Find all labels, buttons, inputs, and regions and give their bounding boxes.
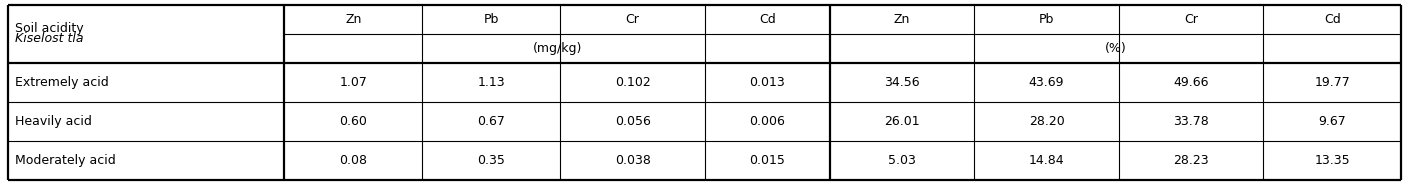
- Text: 0.038: 0.038: [615, 154, 650, 167]
- Text: 0.006: 0.006: [750, 115, 785, 128]
- Text: 0.102: 0.102: [615, 76, 650, 89]
- Text: Zn: Zn: [345, 13, 362, 26]
- Text: 28.23: 28.23: [1173, 154, 1209, 167]
- Text: Cd: Cd: [1324, 13, 1341, 26]
- Text: Moderately acid: Moderately acid: [15, 154, 117, 167]
- Text: 0.35: 0.35: [477, 154, 505, 167]
- Text: Kiselost tla: Kiselost tla: [15, 32, 84, 45]
- Text: 34.56: 34.56: [884, 76, 920, 89]
- Text: (%): (%): [1104, 42, 1127, 55]
- Text: Cd: Cd: [758, 13, 775, 26]
- Text: 0.056: 0.056: [615, 115, 650, 128]
- Text: Pb: Pb: [484, 13, 499, 26]
- Text: 0.67: 0.67: [477, 115, 505, 128]
- Text: 1.13: 1.13: [477, 76, 505, 89]
- Text: Cr: Cr: [626, 13, 640, 26]
- Text: 5.03: 5.03: [888, 154, 916, 167]
- Text: 0.013: 0.013: [750, 76, 785, 89]
- Text: Extremely acid: Extremely acid: [15, 76, 110, 89]
- Text: 28.20: 28.20: [1029, 115, 1065, 128]
- Text: 13.35: 13.35: [1314, 154, 1351, 167]
- Text: 0.60: 0.60: [339, 115, 367, 128]
- Text: 26.01: 26.01: [884, 115, 920, 128]
- Text: 1.07: 1.07: [339, 76, 367, 89]
- Text: 0.08: 0.08: [339, 154, 367, 167]
- Text: 33.78: 33.78: [1173, 115, 1209, 128]
- Text: 43.69: 43.69: [1029, 76, 1064, 89]
- Text: Pb: Pb: [1038, 13, 1054, 26]
- Text: 14.84: 14.84: [1029, 154, 1064, 167]
- Text: Zn: Zn: [893, 13, 910, 26]
- Text: Cr: Cr: [1185, 13, 1197, 26]
- Text: 9.67: 9.67: [1318, 115, 1346, 128]
- Text: (mg/kg): (mg/kg): [532, 42, 581, 55]
- Text: Soil acidity: Soil acidity: [15, 22, 84, 35]
- Text: 0.015: 0.015: [750, 154, 785, 167]
- Text: 49.66: 49.66: [1173, 76, 1209, 89]
- Text: Heavily acid: Heavily acid: [15, 115, 93, 128]
- Text: 19.77: 19.77: [1314, 76, 1351, 89]
